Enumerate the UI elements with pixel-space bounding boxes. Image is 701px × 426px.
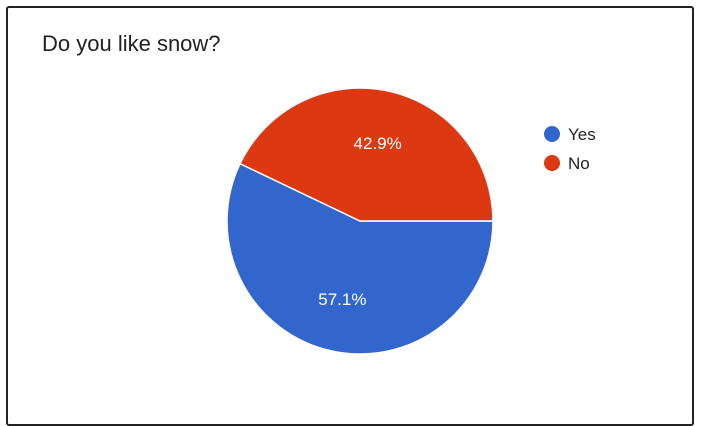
legend-label-no: No: [568, 154, 590, 173]
pie-slices: [226, 87, 494, 355]
pie-slice-labels: 57.1% 42.9%: [318, 134, 402, 309]
slice-label-yes: 57.1%: [318, 290, 366, 309]
chart-title: Do you like snow?: [42, 31, 221, 56]
pie-slice-yes[interactable]: [226, 162, 494, 355]
legend-label-yes: Yes: [568, 125, 596, 144]
pie-slice-no[interactable]: [239, 87, 494, 222]
legend-swatch-yes: [544, 126, 560, 142]
pie-chart: 57.1% 42.9% Yes No: [226, 87, 596, 355]
legend-swatch-no: [544, 155, 560, 171]
legend-item-no[interactable]: No: [544, 154, 590, 173]
legend-item-yes[interactable]: Yes: [544, 125, 596, 144]
legend: Yes No: [544, 125, 596, 173]
slice-label-no: 42.9%: [354, 134, 402, 153]
